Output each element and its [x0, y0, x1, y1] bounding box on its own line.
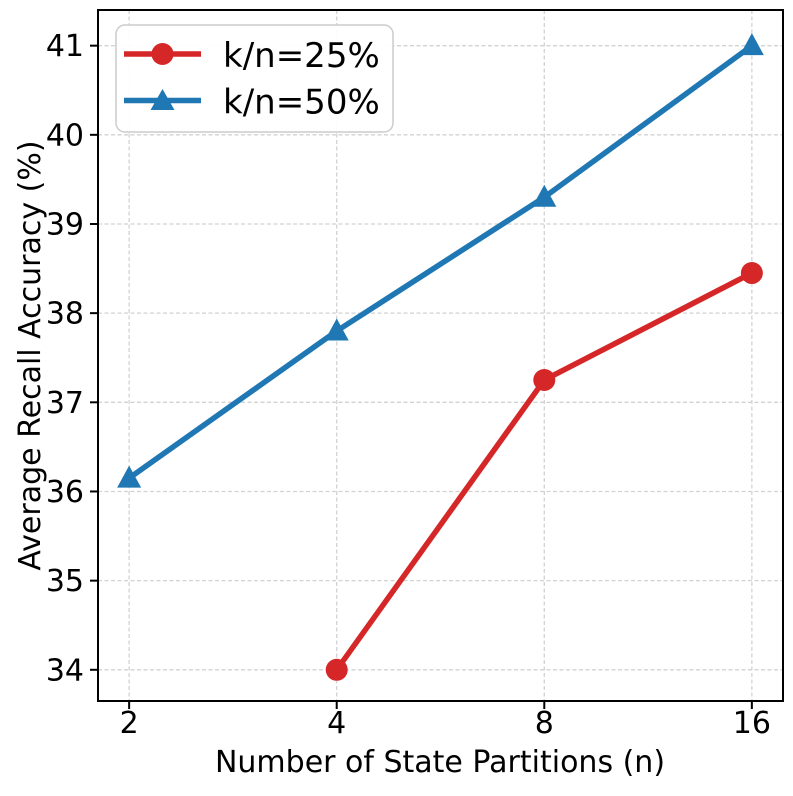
data-point-kn25-n8 — [533, 369, 556, 392]
data-point-kn25-n16 — [740, 262, 763, 285]
y-axis-label: Average Recall Accuracy (%) — [13, 140, 48, 570]
x-tick-label-8: 8 — [535, 706, 554, 741]
series-layer — [117, 33, 764, 681]
axis-layer: 2 4 8 16 34 35 36 37 38 39 40 41 — [46, 29, 771, 741]
data-point-kn50-n2 — [117, 465, 142, 488]
plot-border — [97, 9, 784, 702]
legend-triangle-marker-icon — [150, 89, 175, 110]
x-axis-label: Number of State Partitions (n) — [215, 745, 665, 780]
legend-item-kn25: k/n=25% — [124, 36, 380, 76]
y-tick-label-37: 37 — [46, 386, 84, 421]
y-tick-label-34: 34 — [46, 653, 84, 688]
y-tick-label-36: 36 — [46, 475, 84, 510]
legend-item-kn50: k/n=50% — [124, 83, 380, 123]
y-tick-label-35: 35 — [46, 564, 84, 599]
series-line-kn50 — [126, 42, 755, 481]
legend: k/n=25% k/n=50% — [115, 24, 394, 133]
data-point-kn50-n4 — [324, 318, 349, 341]
legend-label-kn50: k/n=50% — [223, 83, 380, 123]
data-point-kn50-n8 — [532, 184, 557, 207]
data-point-kn25-n4 — [325, 658, 348, 681]
y-tick-label-41: 41 — [46, 29, 84, 64]
legend-circle-marker-icon — [151, 43, 174, 65]
y-tick-label-40: 40 — [46, 118, 84, 153]
x-tick-label-4: 4 — [327, 706, 346, 741]
y-tick-label-38: 38 — [46, 297, 84, 332]
data-point-kn50-n16 — [739, 33, 764, 56]
y-tick-label-39: 39 — [46, 207, 84, 242]
x-tick-label-16: 16 — [733, 706, 771, 741]
legend-label-kn25: k/n=25% — [223, 36, 380, 76]
x-tick-label-2: 2 — [120, 706, 139, 741]
